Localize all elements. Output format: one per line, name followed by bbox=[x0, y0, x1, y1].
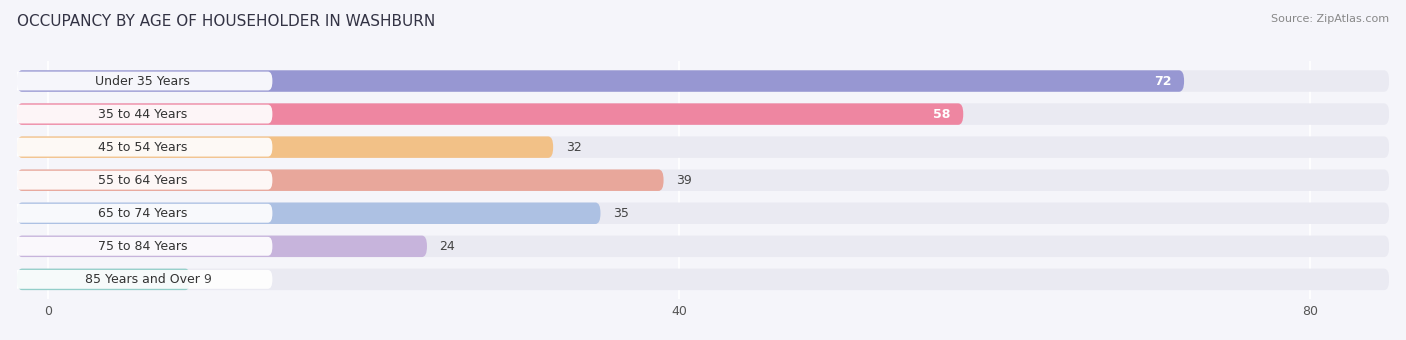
Text: 35 to 44 Years: 35 to 44 Years bbox=[97, 107, 187, 121]
FancyBboxPatch shape bbox=[13, 204, 273, 223]
Text: 65 to 74 Years: 65 to 74 Years bbox=[97, 207, 187, 220]
Text: 32: 32 bbox=[565, 141, 582, 154]
FancyBboxPatch shape bbox=[17, 203, 600, 224]
FancyBboxPatch shape bbox=[17, 136, 553, 158]
FancyBboxPatch shape bbox=[17, 269, 1389, 290]
Text: 72: 72 bbox=[1154, 74, 1171, 87]
FancyBboxPatch shape bbox=[17, 70, 1389, 92]
FancyBboxPatch shape bbox=[17, 236, 1389, 257]
Text: 75 to 84 Years: 75 to 84 Years bbox=[97, 240, 187, 253]
FancyBboxPatch shape bbox=[13, 171, 273, 190]
FancyBboxPatch shape bbox=[17, 103, 963, 125]
Text: 58: 58 bbox=[934, 107, 950, 121]
FancyBboxPatch shape bbox=[13, 72, 273, 90]
FancyBboxPatch shape bbox=[13, 270, 273, 289]
Text: 45 to 54 Years: 45 to 54 Years bbox=[97, 141, 187, 154]
Text: 85 Years and Over: 85 Years and Over bbox=[84, 273, 200, 286]
FancyBboxPatch shape bbox=[17, 269, 190, 290]
FancyBboxPatch shape bbox=[17, 203, 1389, 224]
Text: Under 35 Years: Under 35 Years bbox=[94, 74, 190, 87]
Text: OCCUPANCY BY AGE OF HOUSEHOLDER IN WASHBURN: OCCUPANCY BY AGE OF HOUSEHOLDER IN WASHB… bbox=[17, 14, 434, 29]
FancyBboxPatch shape bbox=[17, 136, 1389, 158]
FancyBboxPatch shape bbox=[17, 169, 664, 191]
Text: Source: ZipAtlas.com: Source: ZipAtlas.com bbox=[1271, 14, 1389, 23]
Text: 24: 24 bbox=[440, 240, 456, 253]
FancyBboxPatch shape bbox=[17, 70, 1184, 92]
Text: 55 to 64 Years: 55 to 64 Years bbox=[97, 174, 187, 187]
Text: 9: 9 bbox=[202, 273, 211, 286]
FancyBboxPatch shape bbox=[17, 103, 1389, 125]
FancyBboxPatch shape bbox=[13, 138, 273, 156]
FancyBboxPatch shape bbox=[13, 105, 273, 123]
Text: 39: 39 bbox=[676, 174, 692, 187]
FancyBboxPatch shape bbox=[17, 169, 1389, 191]
FancyBboxPatch shape bbox=[17, 236, 427, 257]
Text: 35: 35 bbox=[613, 207, 628, 220]
FancyBboxPatch shape bbox=[13, 237, 273, 256]
